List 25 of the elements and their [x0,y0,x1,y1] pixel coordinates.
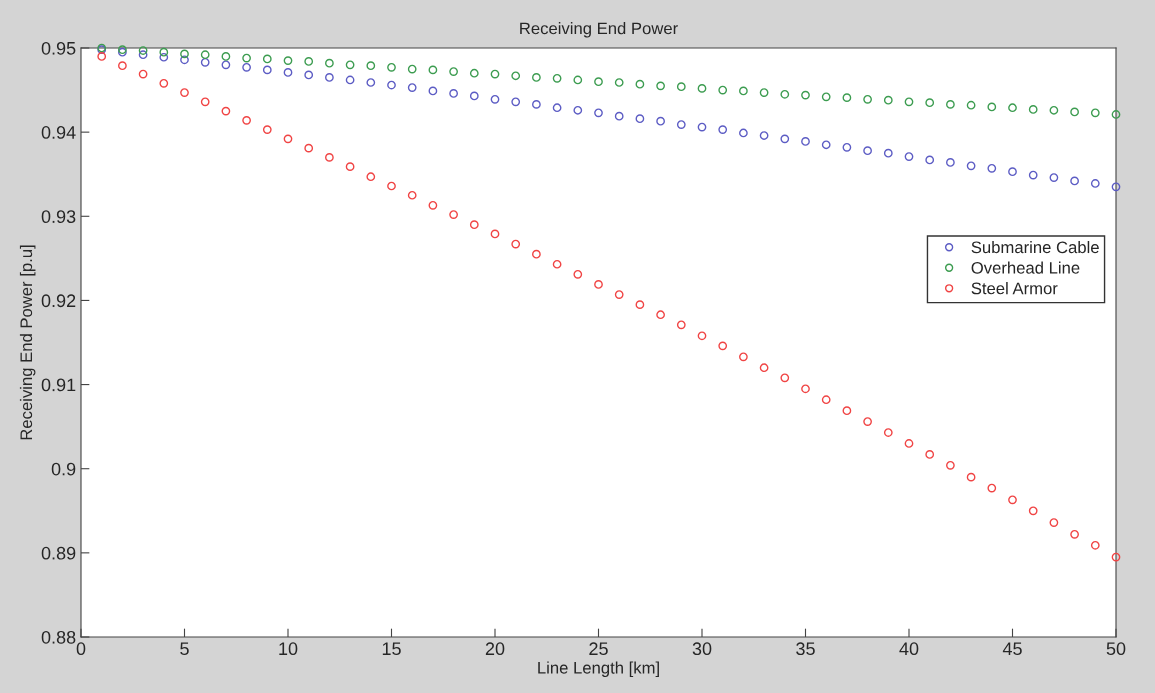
y-tick-label: 0.9 [51,462,76,476]
y-axis-title: Receiving End Power [p.u] [19,245,36,440]
y-tick-label: 0.95 [41,41,76,55]
y-tick-label: 0.94 [41,126,76,139]
x-tick-label: 10 [279,642,298,656]
legend-label: Steel Armor [971,282,1058,295]
x-tick-label: 20 [485,642,505,656]
legend-label: Submarine Cable [971,240,1099,254]
x-tick-label: 40 [899,642,919,656]
x-axis-title: Line Length [km] [538,661,659,678]
x-tick-label: 0 [76,642,86,656]
y-tick-label: 0.88 [41,630,76,644]
x-tick-label: 5 [180,642,189,656]
x-tick-label: 45 [1002,642,1022,656]
y-tick-label: 0.93 [41,210,76,224]
x-tick-label: 15 [382,642,401,656]
y-tick-label: 0.89 [41,546,76,560]
x-tick-label: 50 [1106,642,1126,656]
chart-title: Receiving End Power [520,22,678,38]
x-tick-label: 25 [589,642,608,656]
y-tick-label: 0.91 [41,378,76,392]
x-tick-label: 30 [692,642,712,656]
x-tick-label: 35 [796,642,815,656]
y-tick-label: 0.92 [41,294,76,308]
legend-label: Overhead Line [971,261,1080,274]
